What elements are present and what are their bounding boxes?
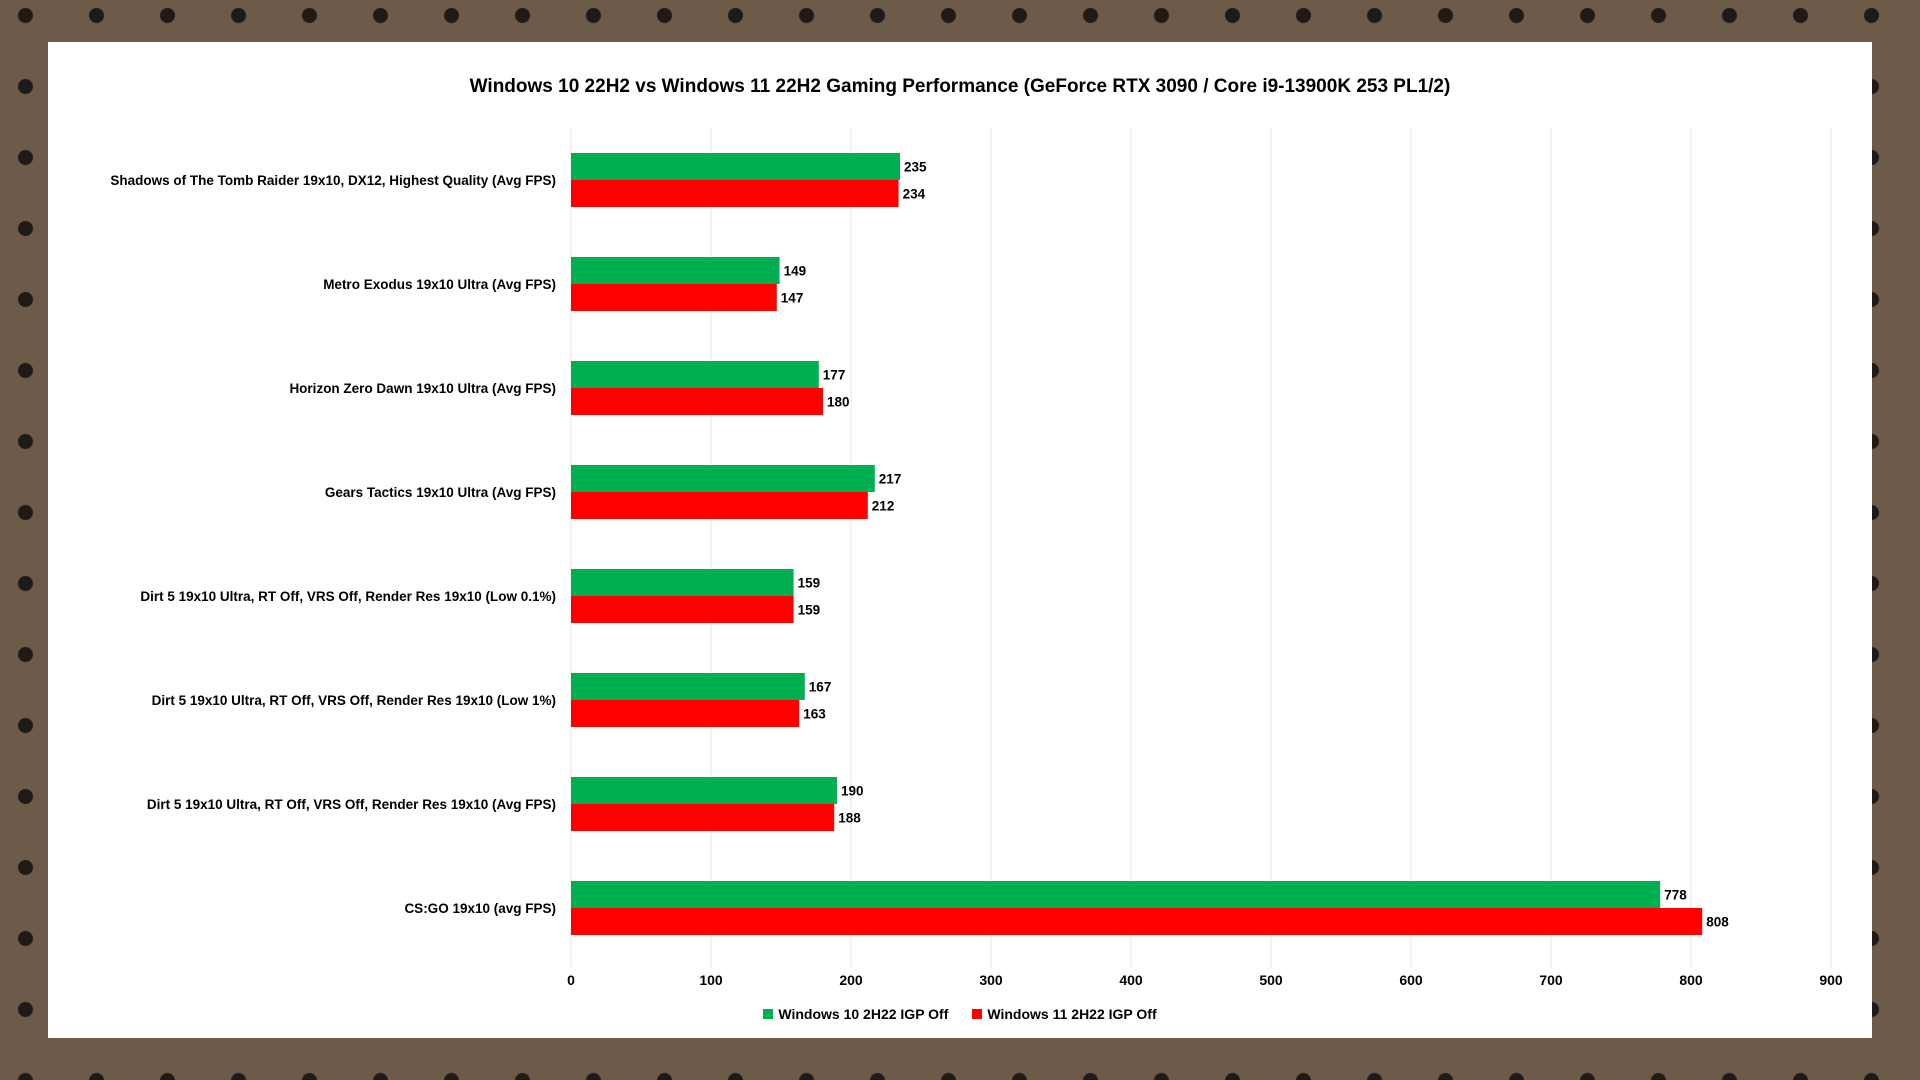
- data-label: 235: [904, 160, 927, 175]
- x-tick-label: 400: [1119, 972, 1143, 988]
- category-label: Dirt 5 19x10 Ultra, RT Off, VRS Off, Ren…: [140, 589, 556, 604]
- x-tick-label: 100: [699, 972, 723, 988]
- bar-win10: [571, 361, 819, 388]
- bar-win11: [571, 284, 777, 311]
- bar-win11: [571, 700, 800, 727]
- legend-item: Windows 10 2H22 IGP Off: [763, 1006, 948, 1022]
- x-tick-label: 700: [1539, 972, 1563, 988]
- legend-label: Windows 11 2H22 IGP Off: [987, 1006, 1157, 1022]
- category-label: CS:GO 19x10 (avg FPS): [404, 901, 556, 916]
- bar-win11: [571, 492, 868, 519]
- chart-panel: Windows 10 22H2 vs Windows 11 22H2 Gamin…: [48, 42, 1872, 1038]
- legend: Windows 10 2H22 IGP Off Windows 11 2H22 I…: [48, 1006, 1872, 1022]
- bar-win11: [571, 388, 823, 415]
- data-label: 190: [841, 784, 864, 799]
- data-label: 147: [781, 291, 804, 306]
- bar-win11: [571, 804, 835, 831]
- bar-win10: [571, 153, 900, 180]
- x-tick-label: 0: [567, 972, 575, 988]
- data-label: 234: [903, 187, 926, 202]
- bar-chart: 0 100 200 300 400 500 600 700 800 900 Shadows of T…: [110, 128, 1843, 988]
- data-label: 778: [1664, 888, 1687, 903]
- category-label: Horizon Zero Dawn 19x10 Ultra (Avg FPS): [289, 381, 556, 396]
- legend-swatch: [972, 1009, 983, 1019]
- data-label: 217: [879, 472, 902, 487]
- data-label: 808: [1706, 915, 1729, 930]
- bar-win10: [571, 881, 1661, 908]
- data-label: 177: [823, 368, 846, 383]
- x-tick-label: 900: [1819, 972, 1843, 988]
- category-label: Dirt 5 19x10 Ultra, RT Off, VRS Off, Ren…: [147, 797, 556, 812]
- bar-win10: [571, 465, 875, 492]
- legend-label: Windows 10 2H22 IGP Off: [778, 1006, 949, 1022]
- bar-win11: [571, 180, 899, 207]
- chart-title: Windows 10 22H2 vs Windows 11 22H2 Gamin…: [469, 76, 1451, 97]
- x-tick-label: 300: [979, 972, 1003, 988]
- x-tick-label: 200: [839, 972, 863, 988]
- category-label: Shadows of The Tomb Raider 19x10, DX12, …: [110, 173, 556, 188]
- x-tick-label: 500: [1259, 972, 1283, 988]
- bar-win11: [571, 596, 794, 623]
- legend-item: Windows 11 2H22 IGP Off: [972, 1006, 1157, 1022]
- data-label: 149: [784, 264, 807, 279]
- legend-swatch: [763, 1009, 774, 1019]
- bar-win11: [571, 908, 1703, 935]
- data-label: 212: [872, 499, 895, 514]
- bar-win10: [571, 673, 805, 700]
- x-tick-label: 600: [1399, 972, 1423, 988]
- data-label: 180: [827, 395, 850, 410]
- bar-win10: [571, 569, 794, 596]
- data-label: 163: [803, 707, 826, 722]
- category-label: Metro Exodus 19x10 Ultra (Avg FPS): [323, 277, 556, 292]
- category-label: Dirt 5 19x10 Ultra, RT Off, VRS Off, Ren…: [152, 693, 556, 708]
- bar-win10: [571, 257, 780, 284]
- data-label: 159: [798, 576, 821, 591]
- category-label: Gears Tactics 19x10 Ultra (Avg FPS): [325, 485, 556, 500]
- bar-win10: [571, 777, 837, 804]
- data-label: 167: [809, 680, 832, 695]
- data-label: 159: [798, 603, 821, 618]
- data-label: 188: [838, 811, 861, 826]
- x-tick-label: 800: [1679, 972, 1703, 988]
